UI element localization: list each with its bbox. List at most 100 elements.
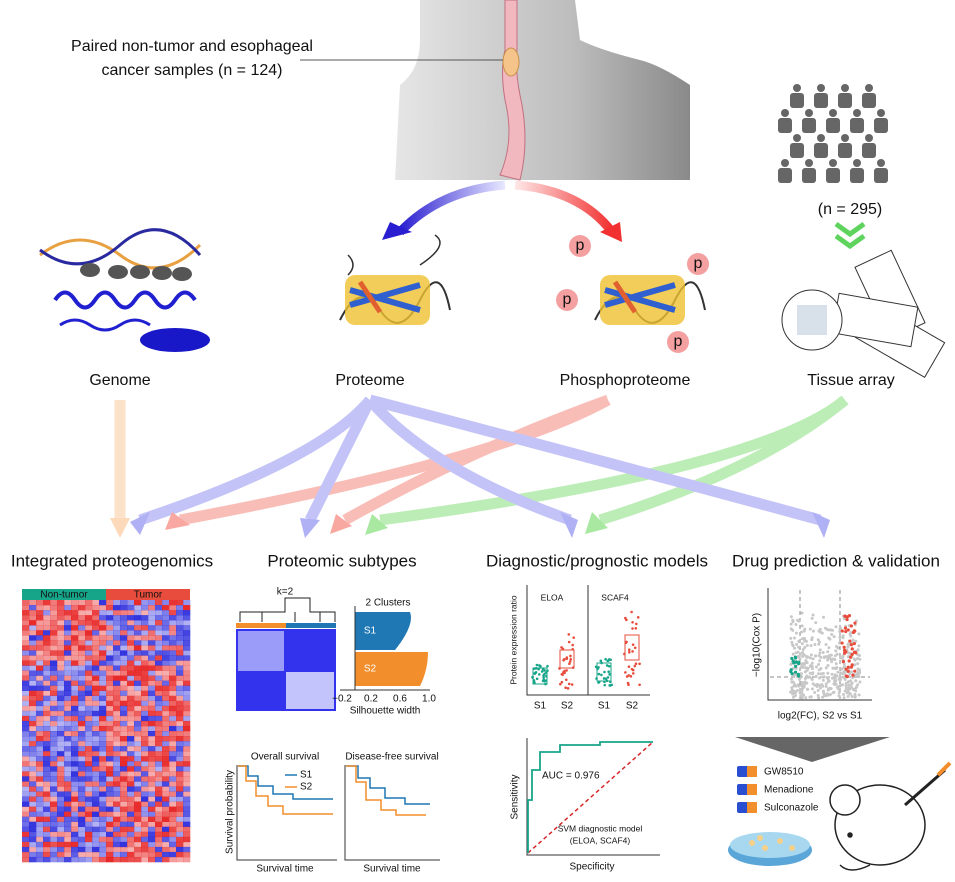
volcano-dot [841,692,845,696]
heatmap-cell [43,675,51,681]
heatmap-cell [113,630,121,636]
heatmap-cell [43,670,51,676]
heatmap-cell [50,756,58,762]
volcano-dot [842,676,846,680]
heatmap-cell [92,705,100,712]
heatmap-cell [22,846,30,853]
heatmap-cell [155,821,163,828]
volcano-dot [791,643,795,647]
heatmap-cell [148,625,156,631]
heatmap-cell [120,705,128,712]
heatmap-cell [141,710,149,717]
heatmap-cell [113,710,121,717]
heatmap-cell [85,670,93,676]
heatmap-cell [92,640,100,646]
heatmap-cell [43,776,51,782]
model-label: SVM diagnostic model [558,823,643,833]
heatmap-cell [22,771,30,777]
heatmap-cell [57,761,65,767]
heatmap-cell [120,610,128,616]
volcano-dot [791,680,795,684]
heatmap-cell [92,846,100,853]
heatmap-cell [92,630,100,636]
person-body [874,118,888,133]
heatmap-cell [36,700,44,707]
heatmap-cell [106,781,114,787]
heatmap-cell [99,680,107,686]
heatmap-cell [29,826,37,833]
volcano-dot [856,683,860,687]
heatmap-cell [78,756,86,762]
heatmap-cell [120,746,128,752]
heatmap-cell [162,625,170,631]
heatmap-cell [78,786,86,792]
heatmap-cell [169,746,177,752]
heatmap-cell [127,731,135,737]
heatmap-cell [141,746,149,752]
heatmap-cell [127,801,135,807]
group-label: Tumor [134,590,163,601]
heatmap-cell [148,751,156,757]
volcano-dot [810,677,814,681]
heatmap-cell [50,675,58,681]
heatmap-cell [57,615,65,621]
dot [567,640,571,644]
heatmap-cell [127,620,135,626]
heatmap-cell [134,695,142,702]
dot [638,662,641,666]
heatmap-cell [64,841,72,848]
heatmap-cell [92,615,100,621]
heatmap-cell [183,710,191,717]
heatmap-cell [183,685,191,691]
heatmap-cell [169,600,177,606]
heatmap-cell [106,806,114,812]
heatmap-cell [85,836,93,843]
heatmap-cell [85,665,93,671]
heatmap-cell [106,675,114,681]
heatmap-cell [169,660,177,666]
heatmap-cell [71,791,79,797]
heatmap-cell [22,821,30,828]
heatmap-cell [106,756,114,762]
heatmap-cell [176,791,184,797]
heatmap-cell [176,665,184,671]
dot [631,650,634,653]
heatmap-cell [36,751,44,757]
heatmap-cell [50,695,58,702]
volcano-dot [803,639,807,643]
heatmap-cell [120,715,128,722]
heatmap-cell [176,650,184,656]
heatmap-cell [113,851,121,858]
heatmap-cell [162,695,170,702]
heatmap-cell [71,635,79,641]
heatmap-cell [141,766,149,772]
heatmap-cell [176,690,184,697]
heatmap-cell [155,796,163,802]
heatmap-cell [141,811,149,817]
heatmap-cell [36,690,44,697]
heatmap-cell [155,766,163,772]
heatmap-cell [127,725,135,732]
heatmap-cell [120,635,128,641]
heatmap-cell [148,756,156,762]
heatmap-cell [29,700,37,707]
heatmap-cell [71,796,79,802]
heatmap-cell [169,816,177,822]
heatmap-cell [29,821,37,828]
heatmap-cell [99,806,107,812]
heatmap-cell [120,736,128,742]
volcano-dot [814,674,818,678]
heatmap-cell [120,680,128,686]
heatmap-cell [127,816,135,822]
heatmap-cell [127,650,135,656]
heatmap-cell [36,826,44,833]
heatmap-cell [64,700,72,707]
heatmap-cell [155,630,163,636]
heatmap-cell [155,635,163,641]
heatmap-cell [183,851,191,858]
sample-label: Paired non-tumor and esophageal [71,38,313,55]
axis-title: Survival probability [225,770,236,854]
heatmap-cell [36,625,44,631]
heatmap-cell [127,851,135,858]
dot [623,652,626,656]
